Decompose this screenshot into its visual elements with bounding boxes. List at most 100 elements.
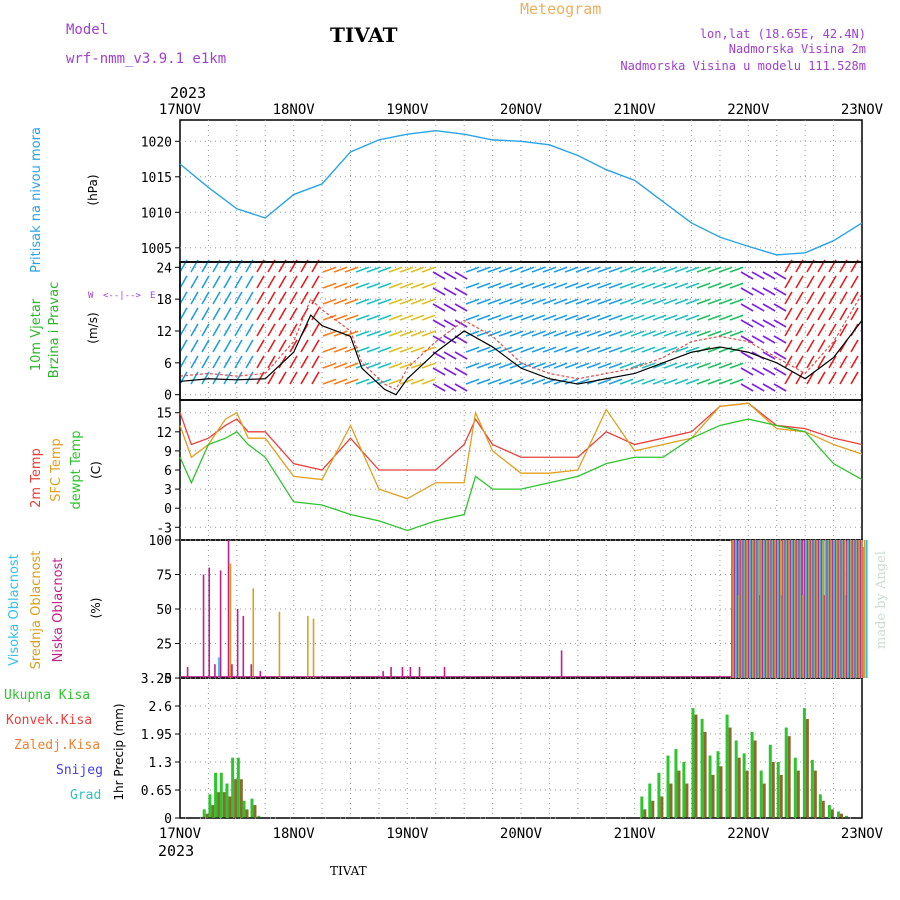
wind-title-2: Brzina i Pravac [47,282,62,379]
wind-barb [817,339,826,353]
wind-barb [454,303,468,312]
precip-conv-bar [234,779,238,818]
wind-barb [674,266,689,273]
wind-barb [542,346,557,353]
wind-barb [476,346,491,353]
cloud-bar [202,574,205,678]
wind-barb [751,271,765,280]
cloud-bar [861,540,863,678]
precip-total-bar [725,714,729,818]
wind-barb [652,266,667,273]
wind-barb [487,282,502,289]
wind-barb [542,330,557,337]
wind-barb [366,362,381,369]
cloud-bar [818,540,820,678]
wind-barb [696,314,711,321]
wind-barb [586,362,601,369]
precip-conv-bar [813,770,817,818]
cloud-bar [745,540,747,678]
cloud-bar [738,540,741,678]
wind-barb [718,282,733,289]
wind-barb [399,330,414,337]
wind-barb [234,323,243,337]
panels: 1005 1010 1015 1020 0 6 12 18 24 -3 0 3 6 9 12 15 0 25 50 7… [141,119,868,827]
cloud-bar [819,540,822,678]
wind-barb [322,362,337,369]
wind-barb [641,298,656,305]
wind-barb [520,314,535,321]
wind-barb [751,303,765,312]
y-tick-label: 12 [156,426,172,441]
panel-0: 1005 1010 1015 1020 [141,119,863,263]
cloud-bar [847,540,849,678]
time-tick-top: 20NOV [500,102,543,118]
wind-barb [377,314,392,321]
wind-barb [377,298,392,305]
cloud-bar [390,666,392,678]
precip-conv-bar [694,714,698,818]
wind-barb [366,314,381,321]
wind-barb [685,282,700,289]
cloud-bar [847,540,850,678]
wind-barb [784,371,793,385]
wind-barb [201,339,210,353]
wind-barb [289,371,298,385]
y-tick-label: 3 [164,483,172,498]
y-tick-label: 9 [164,445,172,460]
wind-barb [476,282,491,289]
wind-barb [256,291,265,305]
precip-conv-bar [205,813,209,818]
cloud-bar [772,540,774,678]
wind-barb [575,330,590,337]
wind-barb [410,314,425,321]
wind-barb [773,335,787,344]
wind-barb [454,319,468,328]
wind-frame [179,261,863,401]
wind-barb [773,383,787,392]
wind-barb [366,282,381,289]
wind-barb [333,266,348,273]
wind-barb [520,298,535,305]
cloud-bar [855,540,858,678]
legend-frozen: Zaledj.Kisa [14,738,100,753]
wind-barb [806,339,815,353]
precip-conv-bar [677,770,681,818]
wind-barb [729,314,744,321]
wind-barb [575,266,590,273]
precip-total-bar [776,762,780,818]
cloud-bar [807,540,810,678]
wind-barb [509,330,524,337]
wind-barb [267,371,276,385]
wind-barb [641,330,656,337]
wind-barb [487,298,502,305]
precip-total-bar [818,794,822,818]
wind-barb [795,291,804,305]
cloud-bar [792,540,795,678]
cloud-bar [767,540,770,678]
cloud-bar [791,540,793,678]
cloud-bar [821,540,824,678]
wind-barb [487,346,502,353]
wind-barb [223,355,232,369]
wind-barb [597,362,612,369]
footer-station: TIVAT [330,864,367,878]
wind-barb [377,378,392,385]
y-tick-label: 18 [156,293,172,308]
wind-barb [388,282,403,289]
year-top: 2023 [170,84,206,102]
wind-barb [663,266,678,273]
wind-barb [674,282,689,289]
wind-barb [652,362,667,369]
wind-barb [300,355,309,369]
precip-total-bar [250,798,254,818]
wind-barb [432,287,446,296]
cloud-bar [834,540,837,678]
wind-barb [652,346,667,353]
wind-barb [597,314,612,321]
cloud-bar [830,540,832,678]
wind-barb [630,266,645,273]
wind-barb [366,378,381,385]
cloud-bar [747,540,749,678]
